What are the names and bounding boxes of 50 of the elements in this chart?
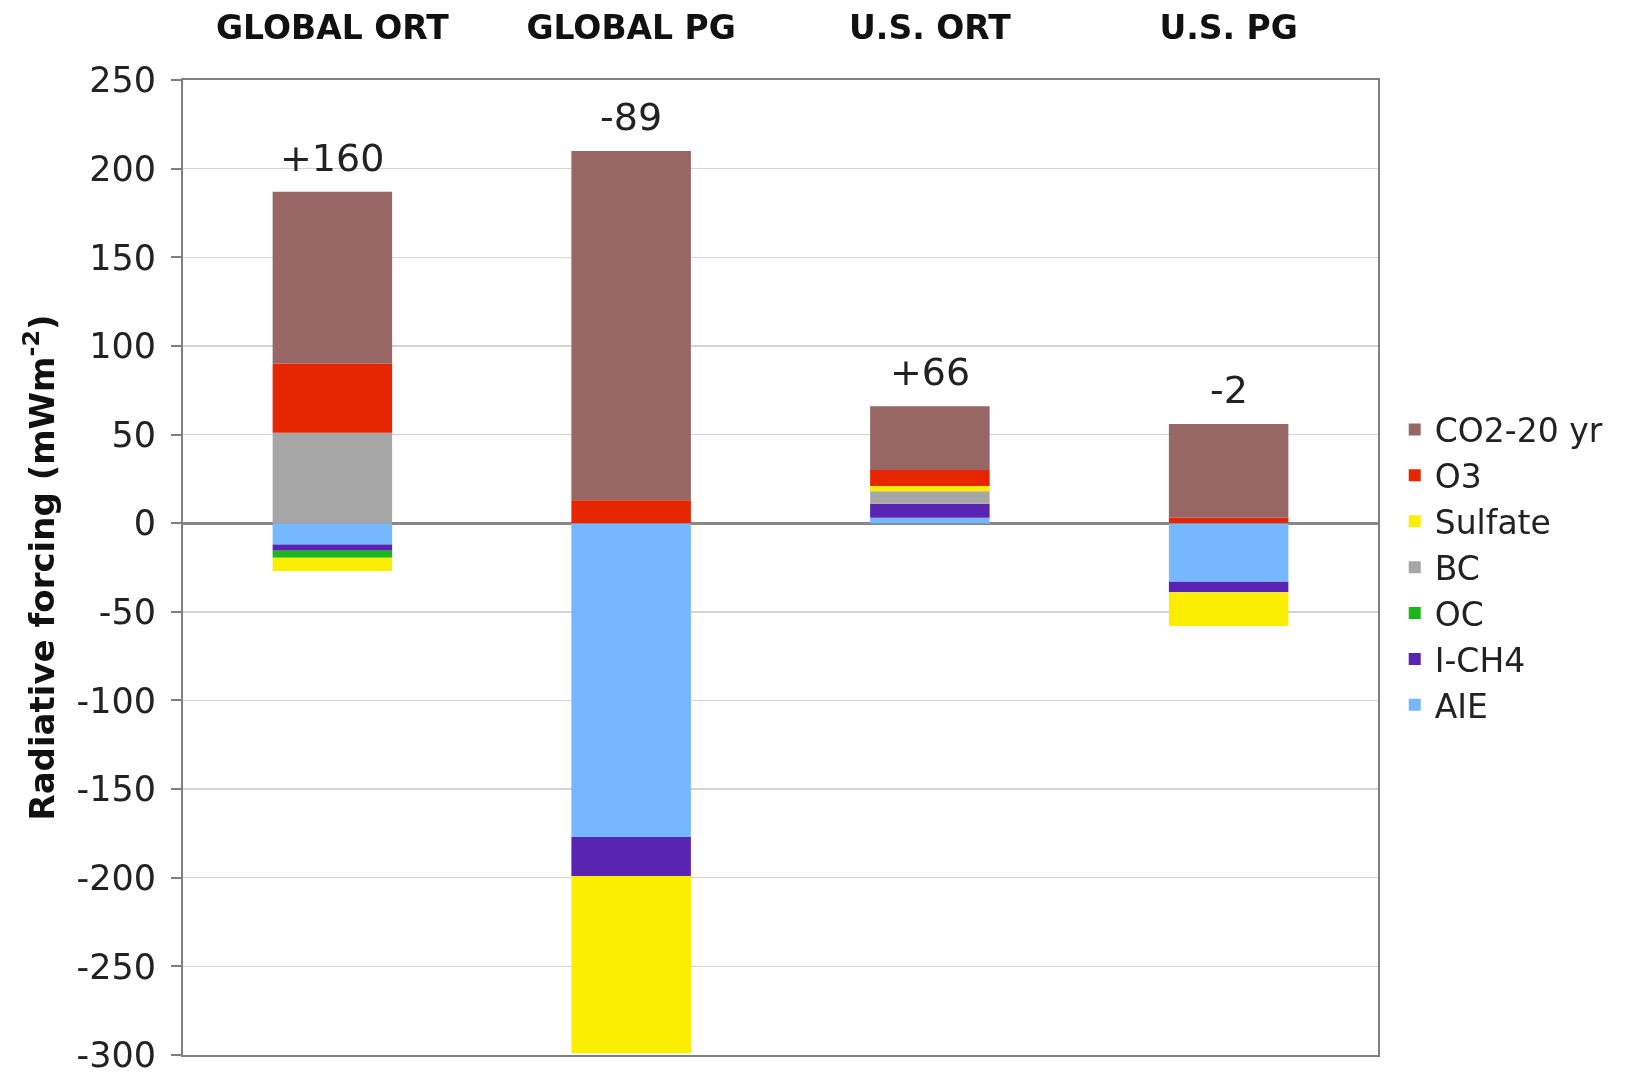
bar xyxy=(870,491,990,504)
bar xyxy=(272,550,393,558)
total-label: -2 xyxy=(1210,368,1248,412)
legend-label: OC xyxy=(1434,594,1484,634)
bar xyxy=(1168,581,1289,593)
y-tick-label: 0 xyxy=(133,503,156,544)
bar xyxy=(1168,592,1289,626)
bar xyxy=(571,836,691,876)
bar xyxy=(1168,423,1289,518)
total-label: +160 xyxy=(280,136,385,180)
total-label: -89 xyxy=(600,95,663,139)
y-tick-label: -300 xyxy=(76,1035,156,1076)
bar xyxy=(870,470,990,486)
legend-label: AIE xyxy=(1434,686,1488,726)
y-tick-label: -250 xyxy=(76,946,156,987)
bar xyxy=(272,544,393,551)
legend-label: BC xyxy=(1434,549,1480,589)
x-tick-label: GLOBAL PG xyxy=(526,7,736,47)
bar xyxy=(272,432,393,524)
bar xyxy=(571,523,691,837)
x-tick-label: GLOBAL ORT xyxy=(216,7,450,47)
bar xyxy=(1168,517,1289,524)
bar xyxy=(870,485,990,492)
bar xyxy=(870,503,990,518)
total-label: +66 xyxy=(890,350,971,394)
bar xyxy=(272,523,393,545)
bar xyxy=(870,406,990,470)
y-tick-label: -200 xyxy=(76,857,156,898)
y-tick-label: 100 xyxy=(89,326,156,367)
x-tick-label: U.S. PG xyxy=(1159,7,1298,47)
x-tick-label: U.S. ORT xyxy=(849,7,1012,47)
bar xyxy=(571,500,691,524)
bar xyxy=(1168,523,1289,582)
legend-label: O3 xyxy=(1434,457,1482,497)
bar xyxy=(870,517,990,524)
bar xyxy=(272,557,393,572)
bar xyxy=(272,191,393,364)
legend-label: CO2-20 yr xyxy=(1434,411,1603,451)
y-tick-label: 50 xyxy=(111,414,156,455)
bar xyxy=(272,363,393,433)
bar xyxy=(571,875,691,1054)
y-tick-label: -100 xyxy=(76,680,156,721)
legend-label: I-CH4 xyxy=(1434,640,1526,680)
y-tick-label: 200 xyxy=(89,148,156,189)
y-tick-label: 150 xyxy=(89,237,156,278)
bar xyxy=(571,150,691,501)
y-tick-label: -150 xyxy=(76,769,156,810)
y-tick-label: -50 xyxy=(98,592,156,633)
legend-label: Sulfate xyxy=(1434,503,1551,543)
y-tick-label: 250 xyxy=(89,60,156,101)
